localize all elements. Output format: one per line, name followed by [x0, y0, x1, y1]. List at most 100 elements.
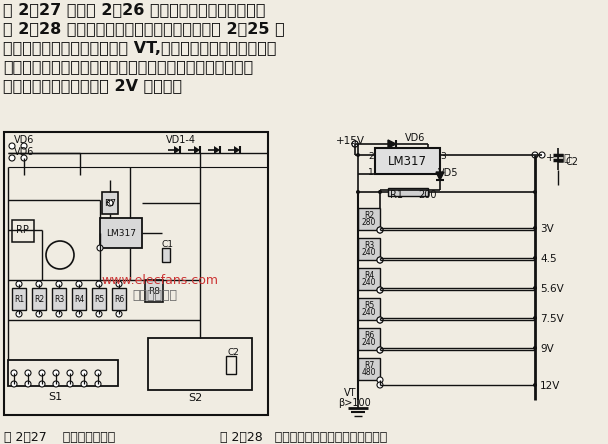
Text: 电子产品世界: 电子产品世界: [133, 289, 178, 301]
Circle shape: [356, 153, 360, 157]
Text: 图 2－28   改进型步进式可调稳压电源电路图: 图 2－28 改进型步进式可调稳压电源电路图: [220, 431, 387, 444]
Bar: [52, 288, 66, 310]
Circle shape: [25, 370, 31, 376]
Polygon shape: [436, 172, 444, 180]
Text: 图 2－27    改进型印制板图: 图 2－27 改进型印制板图: [4, 431, 116, 444]
Text: 12V: 12V: [540, 381, 561, 391]
Circle shape: [36, 281, 42, 287]
Circle shape: [39, 370, 45, 376]
Bar: [358, 328, 380, 350]
Circle shape: [377, 287, 383, 293]
Bar: [148, 338, 252, 390]
Text: C2: C2: [228, 348, 240, 357]
Polygon shape: [234, 146, 240, 154]
Circle shape: [532, 152, 538, 158]
Text: R7: R7: [364, 361, 374, 369]
Text: VT: VT: [344, 388, 356, 398]
Text: R1: R1: [390, 190, 403, 200]
Text: R6: R6: [364, 330, 374, 340]
Text: 1: 1: [368, 168, 374, 177]
Circle shape: [533, 256, 537, 260]
Circle shape: [76, 281, 82, 287]
Bar: [358, 238, 380, 260]
Circle shape: [11, 370, 17, 376]
Polygon shape: [174, 146, 180, 154]
Text: R4: R4: [74, 294, 84, 304]
Text: 间保持为较低电压值（约 2V 左右）。: 间保持为较低电压值（约 2V 左右）。: [3, 78, 182, 93]
Circle shape: [377, 227, 383, 233]
Circle shape: [352, 141, 358, 147]
Text: 9V: 9V: [540, 344, 554, 354]
Circle shape: [76, 311, 82, 317]
Bar: [92, 288, 106, 310]
Text: C2: C2: [565, 157, 578, 167]
Text: 7.5V: 7.5V: [540, 314, 564, 324]
Bar: [358, 298, 380, 320]
Text: R8: R8: [148, 286, 160, 296]
Text: R2: R2: [364, 210, 374, 219]
Circle shape: [11, 381, 17, 387]
Circle shape: [533, 383, 537, 387]
Circle shape: [116, 281, 122, 287]
Text: 由于瞬间断开或接触不良而导致输出电压过高，保证转换瞬: 由于瞬间断开或接触不良而导致输出电压过高，保证转换瞬: [3, 59, 254, 74]
Circle shape: [95, 370, 101, 376]
Text: S1: S1: [48, 392, 62, 402]
Text: 3V: 3V: [540, 224, 554, 234]
Circle shape: [533, 316, 537, 320]
Circle shape: [96, 281, 102, 287]
Text: R1: R1: [14, 294, 24, 304]
Text: 4.5: 4.5: [540, 254, 557, 264]
Text: 240: 240: [362, 247, 376, 257]
Circle shape: [81, 370, 87, 376]
Circle shape: [39, 381, 45, 387]
Circle shape: [533, 190, 537, 194]
Text: RP: RP: [16, 225, 29, 235]
Circle shape: [377, 317, 383, 323]
Text: 240: 240: [362, 308, 376, 317]
Text: S2: S2: [188, 393, 202, 403]
Text: 基础上增加了一个晶体三极管 VT,这样就可以避免开关转换时: 基础上增加了一个晶体三极管 VT,这样就可以避免开关转换时: [3, 40, 277, 55]
Text: VD6: VD6: [14, 135, 35, 145]
Circle shape: [377, 257, 383, 263]
Text: 280: 280: [362, 218, 376, 226]
Text: R6: R6: [114, 294, 124, 304]
Text: VD6: VD6: [405, 133, 426, 143]
Text: + 输出: + 输出: [546, 152, 570, 162]
Text: R5: R5: [94, 294, 104, 304]
Circle shape: [377, 382, 383, 388]
Text: 480: 480: [362, 368, 376, 377]
Bar: [358, 268, 380, 290]
Circle shape: [56, 311, 62, 317]
Circle shape: [377, 227, 383, 233]
Bar: [102, 192, 118, 214]
Bar: [375, 148, 440, 174]
Bar: [32, 288, 46, 310]
Bar: [112, 288, 126, 310]
Text: 2: 2: [368, 152, 374, 161]
Polygon shape: [194, 146, 200, 154]
Bar: [358, 358, 380, 380]
Circle shape: [25, 381, 31, 387]
Text: 图 2－27 是为图 2－26 电路设计的印制板电路图。: 图 2－27 是为图 2－26 电路设计的印制板电路图。: [3, 2, 266, 17]
Circle shape: [9, 143, 15, 149]
Text: 图 2－28 为改进后的可调稳压电源，它是在图 2－25 的: 图 2－28 为改进后的可调稳压电源，它是在图 2－25 的: [3, 21, 285, 36]
Bar: [4, 132, 268, 415]
Circle shape: [9, 155, 15, 161]
Text: R2: R2: [34, 294, 44, 304]
Circle shape: [377, 347, 383, 353]
Text: VD6: VD6: [14, 147, 35, 157]
Bar: [8, 360, 118, 386]
Text: www.elecfans.com: www.elecfans.com: [102, 274, 218, 286]
Circle shape: [56, 281, 62, 287]
Text: 200: 200: [418, 190, 437, 200]
Circle shape: [107, 200, 113, 206]
Circle shape: [97, 245, 103, 251]
Text: R4: R4: [364, 270, 374, 280]
Text: 5.6V: 5.6V: [540, 284, 564, 294]
Bar: [162, 248, 170, 262]
Circle shape: [21, 155, 27, 161]
Circle shape: [53, 381, 59, 387]
Circle shape: [16, 311, 22, 317]
Bar: [72, 288, 86, 310]
Bar: [12, 220, 34, 242]
